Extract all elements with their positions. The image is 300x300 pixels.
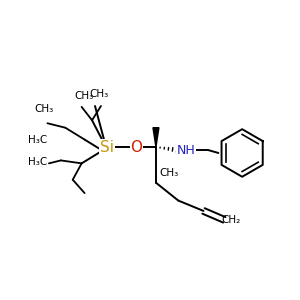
- Text: CH₃: CH₃: [159, 168, 178, 178]
- Text: H₃C: H₃C: [28, 135, 47, 145]
- Text: O: O: [130, 140, 142, 154]
- Text: H₃C: H₃C: [28, 157, 47, 167]
- Polygon shape: [153, 128, 159, 147]
- Text: CH₂: CH₂: [221, 215, 241, 225]
- Text: CH₃: CH₃: [74, 91, 94, 101]
- Text: CH₃: CH₃: [34, 104, 53, 114]
- Text: Si: Si: [100, 140, 114, 154]
- Text: CH₃: CH₃: [90, 89, 109, 100]
- Text: NH: NH: [176, 143, 195, 157]
